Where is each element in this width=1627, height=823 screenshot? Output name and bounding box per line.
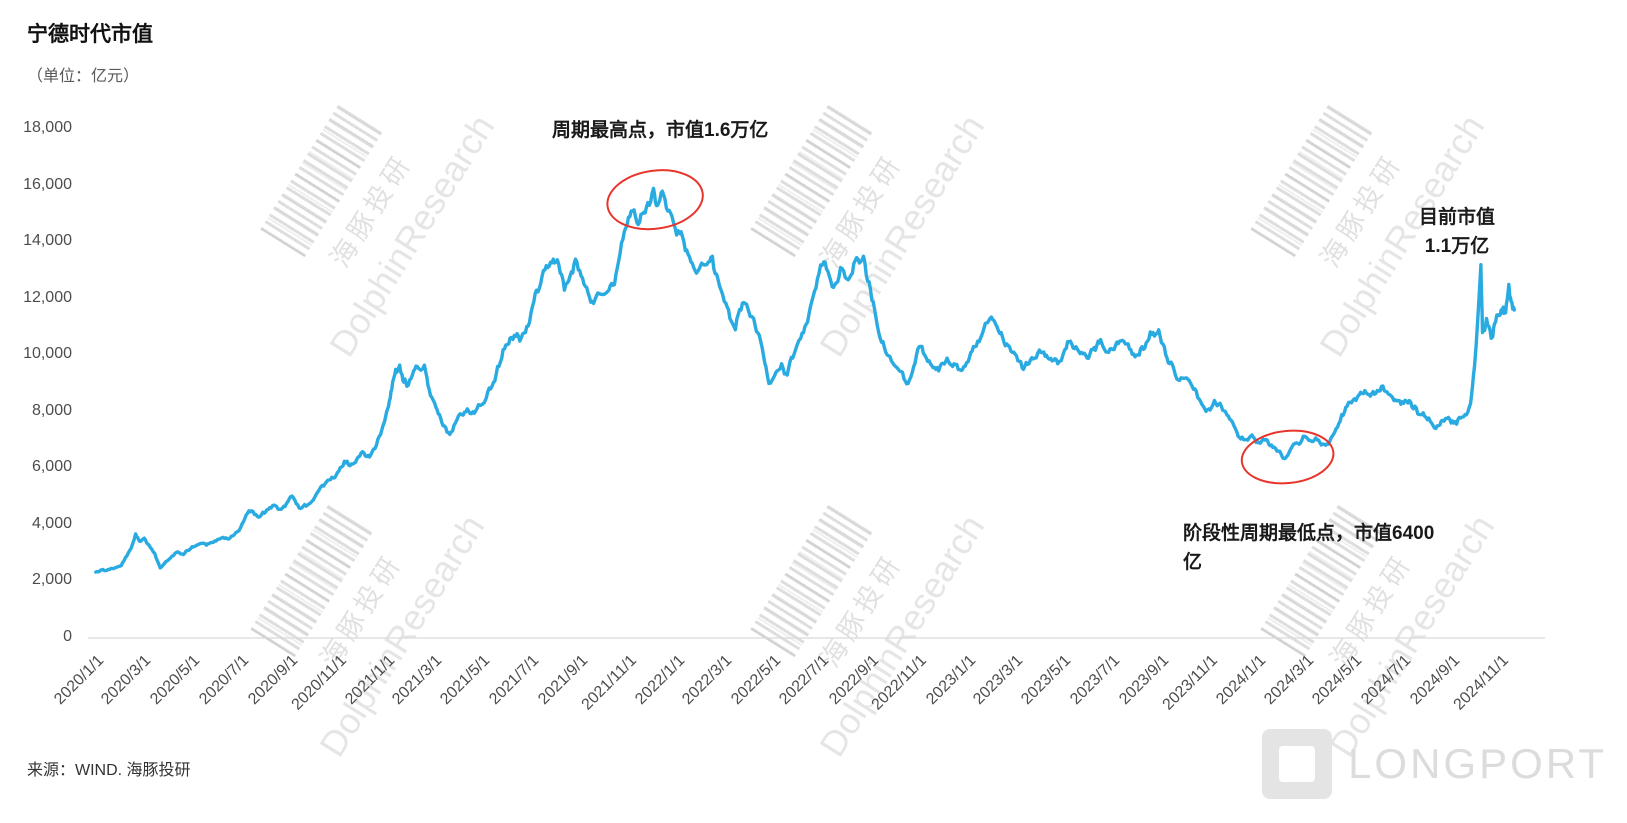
y-axis-label: 16,000 [23, 175, 72, 193]
y-axis-label: 10,000 [23, 345, 72, 363]
trough-line1: 阶段性周期最低点，市值6400 [1183, 523, 1435, 544]
y-axis-label: 18,000 [23, 119, 72, 136]
trough-circle [1240, 429, 1335, 485]
longport-logo-icon [1262, 729, 1333, 799]
y-axis-label: 14,000 [23, 232, 72, 250]
y-axis-label: 6,000 [31, 458, 72, 476]
current-value-line2: 1.1万亿 [1424, 236, 1490, 257]
longport-logo-text: LONGPORT [1348, 740, 1607, 787]
unit-label: （单位：亿元） [27, 68, 140, 85]
current-value-annotation: 目前市值 1.1万亿 [1398, 203, 1516, 261]
y-axis-label: 12,000 [23, 288, 72, 306]
price-line [94, 186, 1517, 574]
trough-annotation: 阶段性周期最低点，市值6400 亿 [1183, 519, 1483, 577]
y-axis-label: 8,000 [31, 401, 72, 419]
longport-logo: LONGPORT [1262, 729, 1607, 799]
peak-annotation: 周期最高点，市值1.6万亿 [552, 120, 769, 141]
y-axis-label: 2,000 [31, 571, 72, 589]
page-title: 宁德时代市值 [27, 23, 153, 46]
y-axis-label: 0 [63, 628, 72, 645]
peak-circle [606, 169, 704, 231]
source-text: 来源：WIND. 海豚投研 [27, 762, 191, 779]
y-axis-label: 4,000 [31, 514, 72, 532]
current-value-line1: 目前市值 [1418, 207, 1495, 228]
trough-line2: 亿 [1183, 552, 1203, 573]
